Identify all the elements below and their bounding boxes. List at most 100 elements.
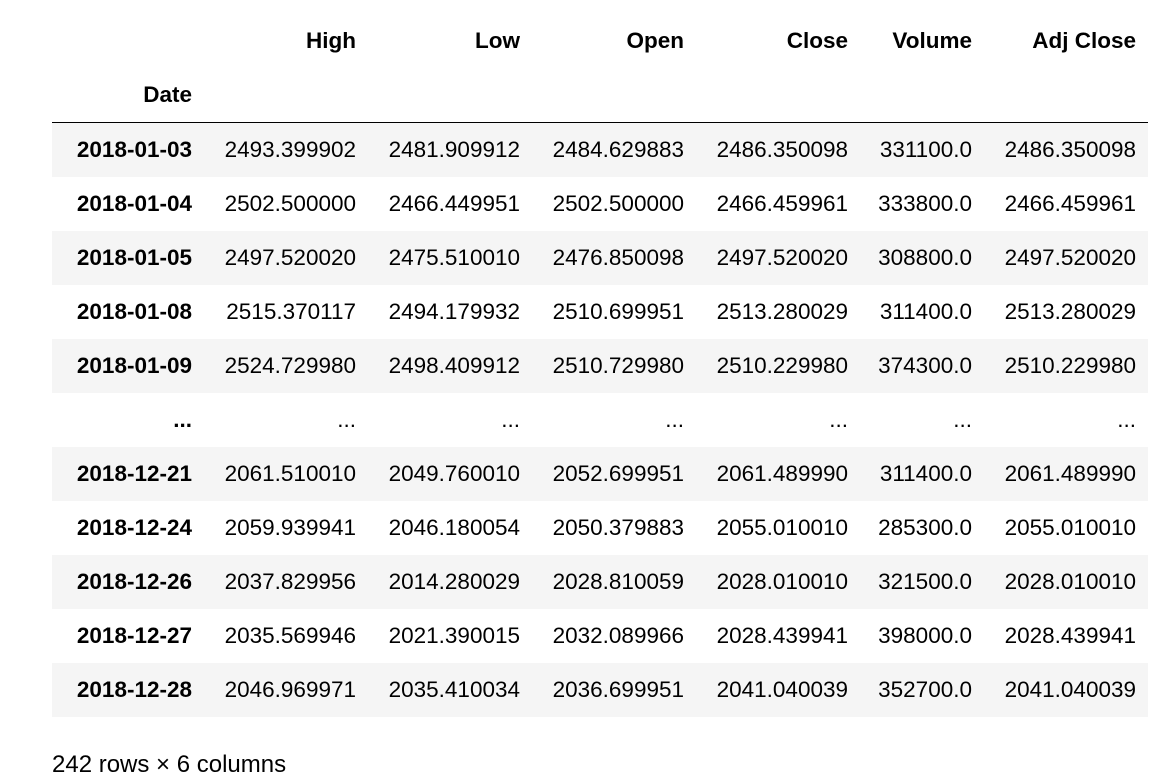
cell-adj-close: 2510.229980 [1004,353,1136,378]
column-header-low: Low [475,28,520,53]
row-index-date: 2018-01-08 [76,299,192,324]
cell-volume: ... [953,407,972,432]
cell-high: 2524.729980 [224,353,356,378]
index-name-row: Date [52,68,1148,123]
row-index-date: 2018-12-27 [76,623,192,648]
table-row: 2018-01-03 2493.399902 2481.909912 2484.629… [52,122,1148,177]
cell-volume: 398000.0 [878,623,972,648]
cell-close: 2513.280029 [716,299,848,324]
cell-low: ... [501,407,520,432]
cell-adj-close: 2486.350098 [1004,137,1136,162]
dataframe-table: High Low Open Close Volume Adj Close Dat… [52,14,1148,717]
cell-close: 2466.459961 [716,191,848,216]
cell-high: 2493.399902 [224,137,356,162]
cell-close: 2061.489990 [716,461,848,486]
index-name-spacer [532,68,696,123]
row-index-date: 2018-01-09 [76,353,192,378]
cell-high: 2061.510010 [224,461,356,486]
cell-low: 2475.510010 [388,245,520,270]
index-name-spacer [368,68,532,123]
cell-low: 2014.280029 [388,569,520,594]
cell-open: 2510.699951 [552,299,684,324]
cell-close: 2497.520020 [716,245,848,270]
cell-volume: 321500.0 [878,569,972,594]
ellipsis-row: ..................... [52,393,1148,447]
cell-close: 2510.229980 [716,353,848,378]
column-header-close: Close [786,28,848,53]
cell-open: 2028.810059 [552,569,684,594]
row-index-date: 2018-12-24 [76,515,192,540]
cell-low: 2481.909912 [388,137,520,162]
cell-close: 2041.040039 [716,677,848,702]
cell-open: 2484.629883 [552,137,684,162]
table-row: 2018-12-21 2061.510010 2049.760010 2052.699… [52,447,1148,501]
row-index-date: 2018-01-03 [76,137,192,162]
cell-high: 2037.829956 [224,569,356,594]
cell-close: 2486.350098 [716,137,848,162]
table-row: 2018-01-09 2524.729980 2498.409912 2510.729… [52,339,1148,393]
table-header: High Low Open Close Volume Adj Close Dat… [52,14,1148,123]
cell-volume: 285300.0 [878,515,972,540]
index-name-spacer [204,68,368,123]
row-index-date: 2018-01-04 [76,191,192,216]
cell-high: 2035.569946 [224,623,356,648]
cell-open: ... [665,407,684,432]
index-corner [52,14,204,68]
table-body: 2018-01-03 2493.399902 2481.909912 2484.629… [52,122,1148,717]
column-header-open: Open [626,28,684,53]
cell-open: 2476.850098 [552,245,684,270]
index-name-date: Date [52,68,204,123]
column-header-volume: Volume [892,28,972,53]
column-header-adj-close: Adj Close [1032,28,1136,53]
row-index-date: 2018-12-21 [76,461,192,486]
cell-adj-close: 2466.459961 [1004,191,1136,216]
table-row: 2018-01-08 2515.370117 2494.179932 2510.699… [52,285,1148,339]
cell-volume: 333800.0 [878,191,972,216]
cell-high: 2515.370117 [226,299,356,324]
cell-open: 2052.699951 [552,461,684,486]
cell-close: 2055.010010 [716,515,848,540]
cell-high: 2502.500000 [224,191,356,216]
table-row: 2018-12-28 2046.969971 2035.410034 2036.699… [52,663,1148,717]
column-header-row: High Low Open Close Volume Adj Close [52,14,1148,68]
cell-volume: 331100.0 [879,137,972,162]
cell-low: 2498.409912 [388,353,520,378]
cell-adj-close: 2028.010010 [1004,569,1136,594]
cell-adj-close: 2513.280029 [1004,299,1136,324]
column-header-high: High [306,28,356,53]
table-row: 2018-12-24 2059.939941 2046.180054 2050.379… [52,501,1148,555]
cell-adj-close: 2061.489990 [1004,461,1136,486]
cell-open: 2502.500000 [552,191,684,216]
cell-adj-close: 2055.010010 [1004,515,1136,540]
cell-low: 2046.180054 [388,515,520,540]
cell-high: 2059.939941 [224,515,356,540]
cell-high: ... [337,407,356,432]
cell-adj-close: 2028.439941 [1004,623,1136,648]
table-row: 2018-12-27 2035.569946 2021.390015 2032.089… [52,609,1148,663]
cell-volume: 374300.0 [878,353,972,378]
cell-low: 2494.179932 [388,299,520,324]
dataframe-shape-note: 242 rows × 6 columns [52,751,287,778]
cell-adj-close: ... [1117,407,1136,432]
cell-high: 2497.520020 [224,245,356,270]
cell-volume: 352700.0 [878,677,972,702]
cell-high: 2046.969971 [224,677,356,702]
cell-open: 2032.089966 [552,623,684,648]
cell-adj-close: 2497.520020 [1004,245,1136,270]
row-index-date: ... [173,407,192,432]
index-name-spacer [860,68,984,123]
table-row: 2018-01-04 2502.500000 2466.449951 2502.500… [52,177,1148,231]
cell-low: 2466.449951 [388,191,520,216]
index-name-spacer [696,68,860,123]
cell-volume: 311400.0 [879,299,972,324]
table-row: 2018-01-05 2497.520020 2475.510010 2476.850… [52,231,1148,285]
cell-open: 2510.729980 [552,353,684,378]
row-index-date: 2018-12-28 [76,677,192,702]
cell-close: ... [829,407,848,432]
index-name-spacer [984,68,1148,123]
cell-low: 2049.760010 [388,461,520,486]
row-index-date: 2018-01-05 [76,245,192,270]
cell-open: 2050.379883 [552,515,684,540]
dataframe-output: High Low Open Close Volume Adj Close Dat… [52,14,1148,717]
cell-adj-close: 2041.040039 [1004,677,1136,702]
